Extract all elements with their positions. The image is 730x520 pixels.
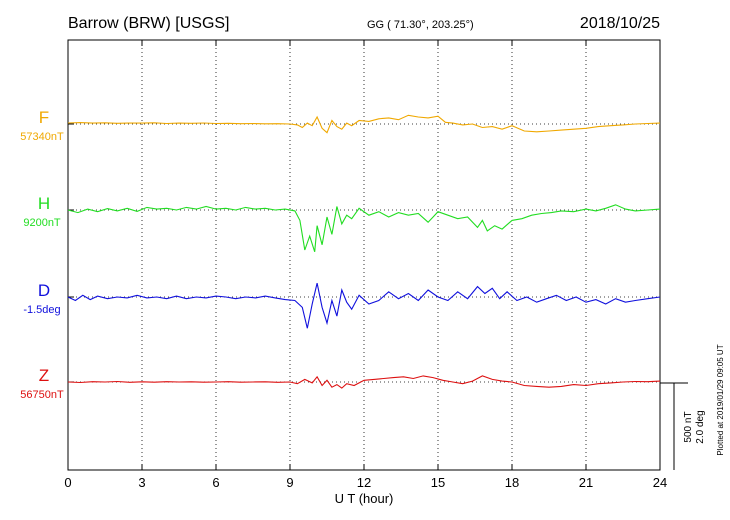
x-tick-label: 21 [579,475,593,490]
x-axis-ticks: 0 3 6 9 12 15 18 21 24 [64,40,667,490]
scale-deg-label: 2.0 deg [695,410,706,443]
series-line-d [67,282,661,329]
traces [67,114,661,389]
series-name-z: Z [39,366,49,385]
x-axis-label: U T (hour) [335,491,394,506]
series-baseline-d: -1.5deg [23,304,60,316]
scale-bar: 500 nT 2.0 deg [660,382,706,470]
series-baseline-z: 56750nT [20,389,64,401]
grid [141,40,587,470]
x-tick-label: 24 [653,475,667,490]
series-name-h: H [38,194,50,213]
coordinates-label: GG ( 71.30°, 203.25°) [367,19,474,31]
x-tick-label: 18 [505,475,519,490]
x-tick-label: 12 [357,475,371,490]
x-tick-label: 0 [64,475,71,490]
x-tick-label: 6 [212,475,219,490]
series-baseline-f: 57340nT [20,131,64,143]
series-line-h [67,204,661,252]
date-label: 2018/10/25 [580,15,660,32]
station-title: Barrow (BRW) [USGS] [68,15,230,32]
x-tick-label: 9 [286,475,293,490]
series-name-d: D [38,281,50,300]
series-line-z [67,375,661,389]
x-tick-label: 15 [431,475,445,490]
series-baseline-h: 9200nT [23,217,61,229]
series-name-f: F [39,108,49,127]
series-line-f [67,114,661,134]
plotted-at-label: Plotted at 2019/01/29 09:05 UT [716,344,725,455]
scale-nt-label: 500 nT [683,411,694,442]
x-tick-label: 3 [138,475,145,490]
trace-labels: F 57340nT H 9200nT D -1.5deg Z 56750nT [20,108,64,401]
